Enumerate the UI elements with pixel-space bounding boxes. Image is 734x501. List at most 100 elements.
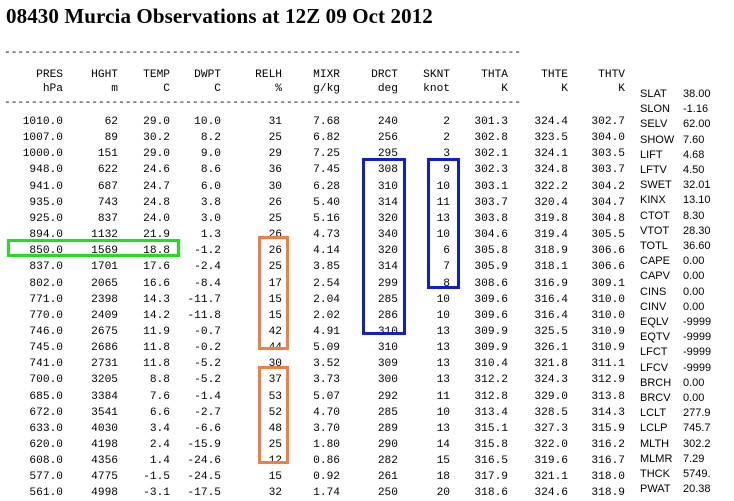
index-item: SLAT 38.00 [640,87,734,101]
index-label: TOTL [640,240,668,252]
cell-thta: 317.9 [474,471,508,484]
cell-dwpt: -1.4 [194,390,221,403]
table-row: 746.0 2675 11.9 -0.7 42 4.91 310 13 309.9 325.5 31… [0,324,630,340]
cell-thtv: 310.9 [591,325,625,338]
cell-mixr: 5.07 [313,390,340,403]
cell-pres: 745.0 [29,342,63,355]
highlight-relh-1 [258,236,289,350]
cell-mixr: 5.09 [313,342,340,355]
index-item: CAPE 0.00 [640,254,734,268]
cell-mixr: 3.70 [313,422,340,435]
cell-mixr: 2.54 [313,277,340,290]
cell-dwpt: -11.8 [187,309,221,322]
table-row: 948.0 622 24.6 8.6 36 7.45 308 9 302.3 324.8 303.7 [0,162,630,178]
cell-thta: 312.8 [474,390,508,403]
cell-temp: 24.0 [143,212,170,225]
index-item: MLMR 7.29 [640,452,734,466]
index-value: 38.00 [683,88,711,100]
cell-thta: 304.6 [474,229,508,242]
cell-dwpt: -2.4 [194,261,221,274]
cell-drct: 309 [377,358,398,371]
cell-temp: 30.2 [143,132,170,145]
cell-dwpt: 9.0 [200,148,221,161]
cell-pres: 770.0 [29,309,63,322]
cell-thtv: 316.2 [591,439,625,451]
index-label: LIFT [640,148,663,161]
cell-drct: 290 [377,439,398,451]
cell-dwpt: -24.6 [187,455,221,468]
table-row: 741.0 2731 11.8 -5.2 30 3.52 309 13 310.4 321.8 31… [0,356,630,372]
table-row: 802.0 2065 16.6 -8.4 17 2.54 299 8 308.6 316.9 309… [0,276,630,292]
index-value: 28.30 [683,224,711,237]
index-value: 20.38 [683,483,711,496]
table-row: 941.0 687 24.7 6.0 30 6.28 310 10 303.1 322.2 304.… [0,179,630,195]
index-value: 5749. [683,468,711,480]
cell-drct: 340 [377,229,398,242]
cell-dwpt: -15.9 [187,439,221,451]
cell-dwpt: 1.3 [200,229,221,242]
cell-temp: 17.6 [143,261,170,274]
cell-thte: 321.1 [534,471,568,484]
index-value: 277.9 [683,407,711,420]
cell-temp: 29.0 [143,116,170,128]
cell-pres: 1010.0 [22,116,63,128]
index-value: 62.00 [683,118,711,131]
cell-hght: 837 [97,212,118,225]
cell-drct: 250 [377,487,398,500]
cell-thte: 319.4 [534,229,568,242]
cell-pres: 935.0 [29,196,63,209]
index-value: 8.30 [683,209,705,222]
cell-pres: 837.0 [29,261,63,274]
index-value: -9999 [683,331,712,344]
cell-thta: 313.4 [474,406,508,419]
cell-sknt: 13 [436,374,450,387]
highlight-850-row [7,239,180,257]
cell-thtv: 305.5 [591,229,625,242]
cell-temp: 3.4 [149,422,170,435]
cell-thtv: 303.5 [591,148,625,161]
cell-temp: 16.6 [143,277,170,290]
cell-relh: 26 [268,245,282,258]
cell-dwpt: -5.2 [194,374,221,387]
table-row: 685.0 3384 7.6 -1.4 53 5.07 292 11 312.8 329.0 313… [0,389,630,405]
cell-relh: 17 [268,277,282,290]
cell-hght: 3384 [91,390,118,403]
cell-mixr: 0.92 [313,471,340,484]
index-item: VTOT 28.30 [640,224,734,238]
cell-thta: 302.3 [474,164,508,177]
index-label: SLAT [640,88,667,100]
cell-relh: 32 [268,487,282,500]
cell-sknt: 13 [436,422,450,435]
cell-thta: 301.3 [474,116,508,128]
cell-thtv: 310.0 [591,309,625,322]
cell-pres: 685.0 [29,390,63,403]
cell-pres: 700.0 [29,374,63,387]
cell-drct: 286 [377,309,398,322]
cell-relh: 25 [268,212,282,225]
cell-thta: 302.8 [474,132,508,145]
cell-dwpt: 8.2 [200,132,221,145]
cell-mixr: 3.85 [313,261,340,274]
index-value: 0.00 [683,300,705,313]
cell-hght: 687 [97,180,118,193]
index-label: THCK [640,468,670,480]
cell-dwpt: -17.5 [187,487,221,500]
header-hght: HGHT [91,69,118,81]
cell-dwpt: -6.6 [194,422,221,435]
cell-temp: 11.9 [143,325,170,338]
table-row: 700.0 3205 8.8 -5.2 37 3.73 300 13 312.2 324.3 312… [0,372,630,388]
index-value: 4.68 [683,148,705,161]
index-label: CTOT [640,209,670,222]
cell-relh: 15 [268,309,282,322]
cell-sknt: 10 [436,293,450,306]
cell-dwpt: 6.0 [200,180,221,193]
cell-hght: 4030 [91,422,118,435]
cell-hght: 3541 [91,406,118,419]
table-row: 633.0 4030 3.4 -6.6 48 3.70 289 13 315.1 327.3 315… [0,421,630,437]
cell-thte: 318.1 [534,261,568,274]
cell-sknt: 13 [436,342,450,355]
cell-mixr: 4.73 [313,229,340,242]
table-row: 771.0 2398 14.3 -11.7 15 2.04 285 10 309.6 316.4 3… [0,292,630,308]
index-label: LFCV [640,361,669,374]
cell-temp: 2.4 [149,439,170,451]
